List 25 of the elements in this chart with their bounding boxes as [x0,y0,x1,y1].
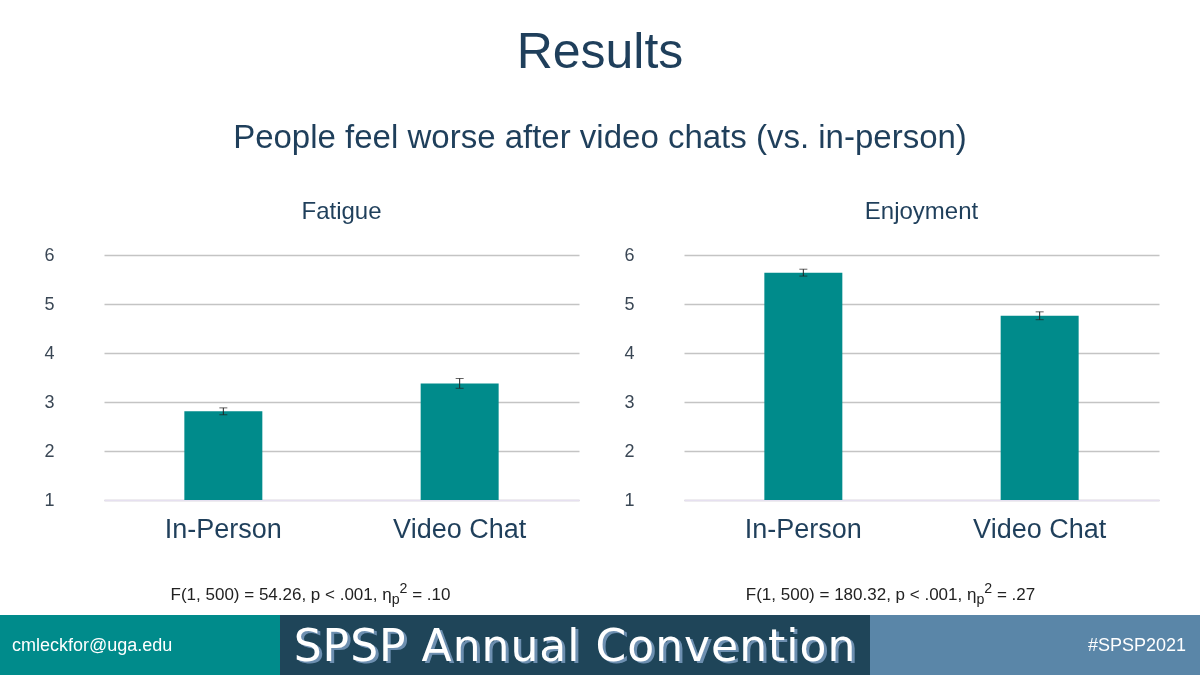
text: cmleckfor@uga.edu [12,634,173,656]
y-tick-label: 5 [44,293,55,314]
y-tick-label: 1 [624,489,635,510]
x-tick-label: In-Person [164,513,282,544]
y-tick-label: 3 [624,391,635,412]
chart-title: Fatigue [301,197,382,224]
text: F(1, 500) = 180.32, p < .001, η$_{p}$$^{2}$ = .27 [744,580,1037,608]
y-tick-label: 2 [624,440,635,461]
text: People feel worse after video chats (vs. in-person) [232,118,968,156]
text: F(1, 500) = 54.26, p < .001, η$_{p}$$^{2}$ = .10 [169,580,452,608]
y-tick-label: 4 [624,342,635,363]
y-tick-label: 3 [44,391,55,412]
y-tick-label: 4 [44,342,55,363]
text: #SPSP2021 [1087,634,1186,656]
y-tick-label: 2 [44,440,55,461]
y-tick-label: 6 [624,244,635,265]
text: SPSP Annual Convention [293,619,857,671]
chart-title: Enjoyment [864,197,979,224]
y-tick-label: 1 [44,489,55,510]
y-tick-label: 5 [624,293,635,314]
x-tick-label: Video Chat [973,513,1107,544]
x-tick-label: Video Chat [393,513,527,544]
x-tick-label: In-Person [744,513,862,544]
text: Results [515,22,685,80]
y-tick-label: 6 [44,244,55,265]
